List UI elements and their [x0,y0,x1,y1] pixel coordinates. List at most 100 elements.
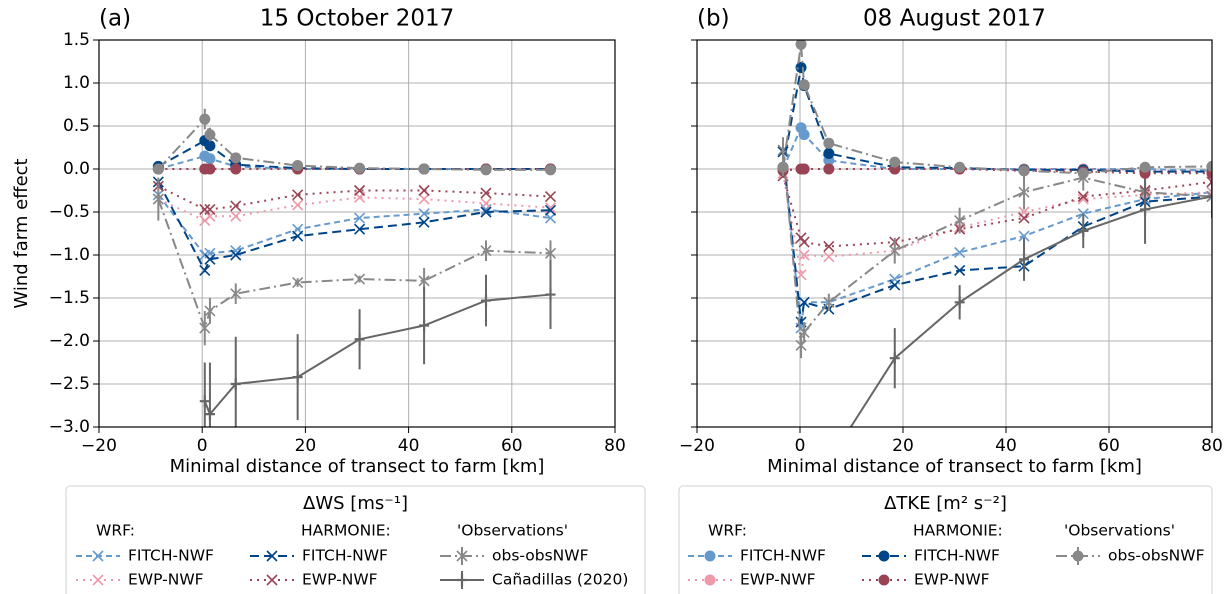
legend-marker [1072,550,1084,562]
x-tick-label: 0 [795,436,806,456]
marker [230,210,242,222]
axes-frame [98,39,616,428]
x-axis-label: Minimal distance of transect to farm [km… [170,456,545,477]
x-tick-label: 80 [604,436,626,456]
marker [1077,190,1089,203]
marker [199,395,210,408]
marker [798,236,810,248]
panel: −20 0 20 40 60 80 (b) 08 August 2017 Minimal dis… [678,6,1223,594]
marker [954,296,965,309]
marker [204,140,216,152]
marker [480,197,492,209]
series-line [782,175,1212,248]
y-tick-label: 0.5 [63,116,90,136]
marker [795,339,807,351]
y-tick-label: 1.0 [63,73,90,93]
marker [1018,186,1030,198]
marker [1207,190,1212,203]
marker [418,208,430,220]
series-line [782,151,1212,329]
marker [230,288,242,300]
legend-marker [704,550,716,562]
marker [292,160,304,172]
marker [798,249,810,261]
legend-label: FITCH-NWF [302,547,388,565]
legend-label: obs-obsNWF [492,547,589,565]
legend-group: HARMONIE: [913,522,1003,540]
marker [230,152,242,164]
x-tick-label: 60 [1098,436,1120,456]
x-tick-label: 20 [295,436,317,456]
marker [480,164,492,176]
series-line [782,44,1212,175]
legend: ΔWS [ms⁻¹] WRF: HARMONIE: 'Observations' FIT… [65,485,646,594]
marker [230,200,242,212]
marker [199,203,211,215]
y-tick-label: 1.5 [63,30,90,50]
marker [795,269,807,281]
x-tick-label: 60 [501,436,523,456]
series-line [782,125,1212,172]
marker [419,319,430,332]
marker [204,129,216,141]
legend-marker [266,550,278,562]
marker [954,215,966,227]
axes-frame [696,39,1213,428]
marker [354,333,365,346]
marker [823,163,835,175]
marker [354,184,366,197]
marker [199,264,211,277]
legend-marker [456,550,468,562]
marker [418,163,430,175]
marker [1078,224,1089,237]
marker [889,279,901,291]
legend-label: Cañadillas (2020) [492,571,628,589]
x-tick-label: 20 [892,436,914,456]
marker [152,163,164,175]
legend-group: WRF: [96,522,135,540]
legend-marker [92,574,104,586]
marker [1077,167,1089,179]
marker [889,352,900,365]
legend-title: ΔTKE [m² s⁻²] [884,493,1007,514]
marker [1140,203,1151,216]
panel: −20 0 20 40 60 80 −3.0 −2.5 −2.0 −1.5 −1.0 −0.5 0.0 0… [11,6,646,594]
marker [204,203,216,215]
y-axis-label: Wind farm effect [11,158,32,308]
marker [354,223,366,235]
legend-marker [266,574,278,586]
legend-label: EWP-NWF [740,571,816,589]
marker [204,305,216,317]
legend-label: EWP-NWF [302,571,378,589]
legend-label: EWP-NWF [914,571,990,589]
marker [418,193,430,205]
marker [823,251,835,263]
marker [204,408,215,421]
series-line [782,149,1212,346]
marker [954,264,966,277]
marker [545,164,556,176]
legend-group: 'Observations' [457,522,568,540]
legend-marker [92,550,104,562]
marker [1018,212,1030,224]
legend-label: obs-obsNWF [1108,547,1205,565]
legend-marker [457,574,467,586]
y-tick-label: −2.0 [49,331,90,351]
marker [1019,253,1030,266]
marker [230,249,242,261]
marker [889,156,901,168]
y-tick-label: −2.5 [49,374,90,394]
marker [798,79,810,91]
x-tick-label: 80 [1201,436,1223,456]
marker [204,163,216,175]
x-tick-label: 40 [995,436,1017,456]
panel-title: 15 October 2017 [260,6,454,32]
marker [199,322,211,334]
series-line [157,117,551,171]
legend-marker [878,550,890,562]
marker [292,199,304,211]
marker [204,253,216,265]
marker [545,288,556,301]
y-tick-label: −1.0 [49,245,90,265]
